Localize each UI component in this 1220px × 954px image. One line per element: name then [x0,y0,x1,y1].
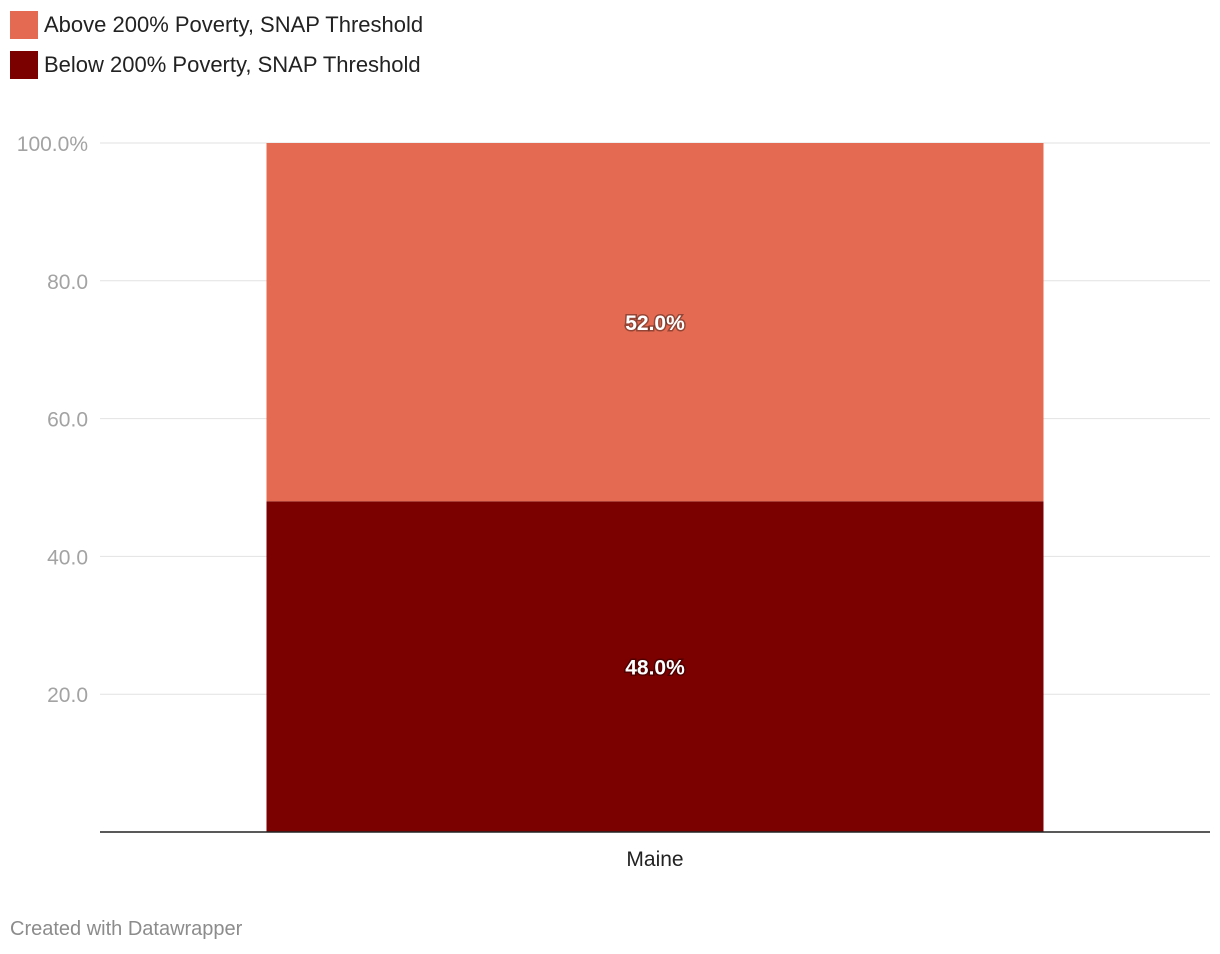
data-label-1: 52.0% [625,312,685,335]
footer-credit: Created with Datawrapper [10,918,243,940]
legend-swatch-above [10,11,38,39]
y-tick-label-2: 60.0 [47,409,88,432]
legend-label-below: Below 200% Poverty, SNAP Threshold [44,52,421,77]
bar-segment-1 [266,143,1044,502]
legend-item-above-200-poverty: Above 200% Poverty, SNAP Threshold [10,10,423,40]
legend-label-above: Above 200% Poverty, SNAP Threshold [44,12,424,37]
data-label-0: 48.0% [625,657,685,680]
y-tick-label-0: 20.0 [47,684,88,707]
bar-segment-0 [266,501,1044,832]
legend-swatch-below [10,51,38,79]
chart-legend: Above 200% Poverty, SNAP Threshold Below… [10,10,423,90]
x-tick-label-0: Maine [626,848,683,871]
legend-item-below-200-poverty: Below 200% Poverty, SNAP Threshold [10,50,423,80]
y-tick-label-1: 40.0 [47,546,88,569]
y-tick-label-4: 100.0% [17,133,88,156]
y-tick-label-3: 80.0 [47,271,88,294]
